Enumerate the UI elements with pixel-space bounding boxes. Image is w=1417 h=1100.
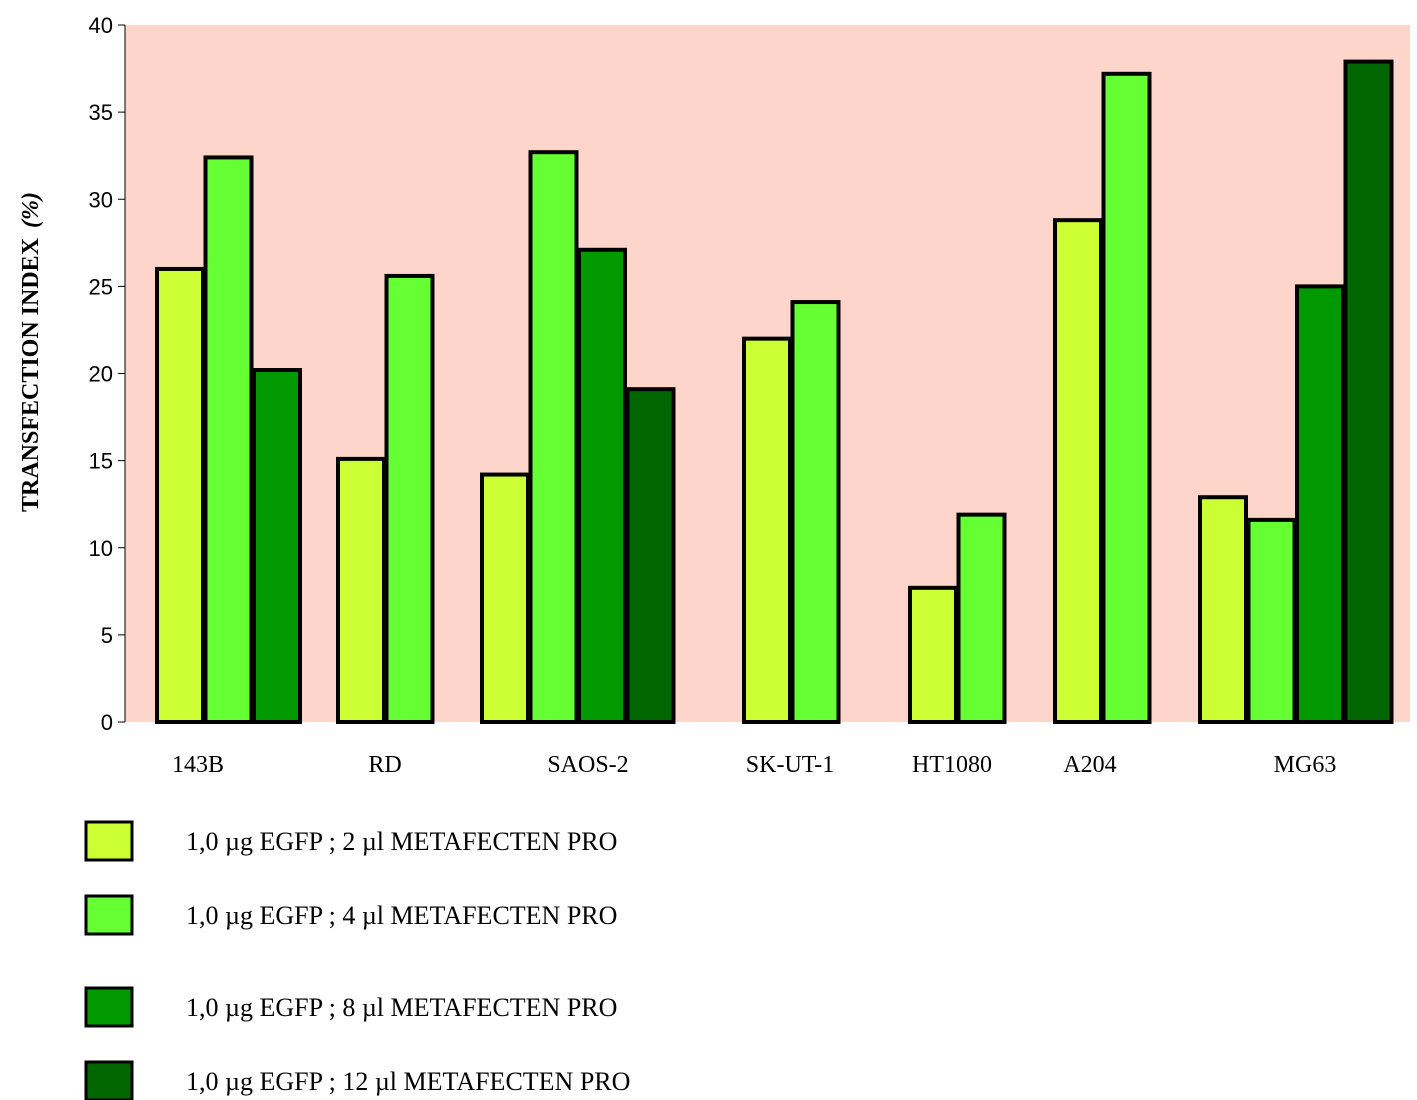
legend-label: 1,0 µg EGFP ; 4 µl METAFECTEN PRO [186, 901, 617, 930]
bar [252, 368, 302, 724]
bar [1295, 284, 1345, 724]
y-axis: 0 5 10 15 20 25 30 35 40 [89, 13, 126, 735]
y-tick-label: 5 [101, 623, 113, 648]
bar [577, 247, 627, 724]
x-axis-labels: 143B RD SAOS-2 SK-UT-1 HT1080 A204 MG63 [172, 752, 1336, 778]
x-tick-label: SAOS-2 [547, 752, 628, 778]
bar [384, 273, 435, 724]
bar [1343, 59, 1394, 724]
legend-label: 1,0 µg EGFP ; 8 µl METAFECTEN PRO [186, 993, 617, 1022]
bar [956, 512, 1007, 725]
y-tick-label: 25 [89, 274, 113, 299]
bar [203, 155, 254, 724]
bar [1053, 218, 1103, 724]
bar [1101, 71, 1152, 725]
bar [155, 266, 205, 724]
legend-label: 1,0 µg EGFP ; 2 µl METAFECTEN PRO [186, 827, 617, 856]
legend-swatch [84, 894, 134, 936]
y-tick-label: 20 [89, 362, 113, 387]
y-tick-label: 15 [89, 449, 113, 474]
x-tick-label: A204 [1063, 752, 1116, 778]
x-tick-label: HT1080 [912, 752, 992, 778]
legend-swatch [84, 986, 134, 1028]
bars [155, 59, 1394, 725]
legend: 1,0 µg EGFP ; 2 µl METAFECTEN PRO 1,0 µg … [84, 820, 630, 1100]
bar [742, 336, 792, 724]
y-tick-label: 40 [89, 13, 113, 38]
y-axis-unit: (%) [18, 192, 44, 228]
bar [625, 387, 676, 724]
legend-label: 1,0 µg EGFP ; 12 µl METAFECTEN PRO [186, 1067, 630, 1096]
y-tick-label: 0 [101, 710, 113, 735]
bar [790, 300, 841, 724]
bar [1198, 495, 1248, 724]
bar [480, 472, 530, 724]
y-tick-label: 10 [89, 536, 113, 561]
y-tick-label: 30 [89, 187, 113, 212]
bar [528, 150, 579, 724]
y-axis-label-text: TRANSFECTION INDEX [18, 237, 44, 512]
legend-swatch [84, 1060, 134, 1100]
x-tick-label: 143B [172, 752, 224, 778]
x-tick-label: MG63 [1274, 752, 1337, 778]
y-tick-label: 35 [89, 100, 113, 125]
bar [1246, 517, 1297, 724]
bar [908, 585, 958, 725]
x-tick-label: SK-UT-1 [746, 752, 834, 778]
y-axis-label: TRANSFECTION INDEX (%) [18, 192, 44, 512]
x-tick-label: RD [368, 752, 401, 778]
legend-swatch [84, 820, 134, 862]
bar [336, 456, 386, 724]
